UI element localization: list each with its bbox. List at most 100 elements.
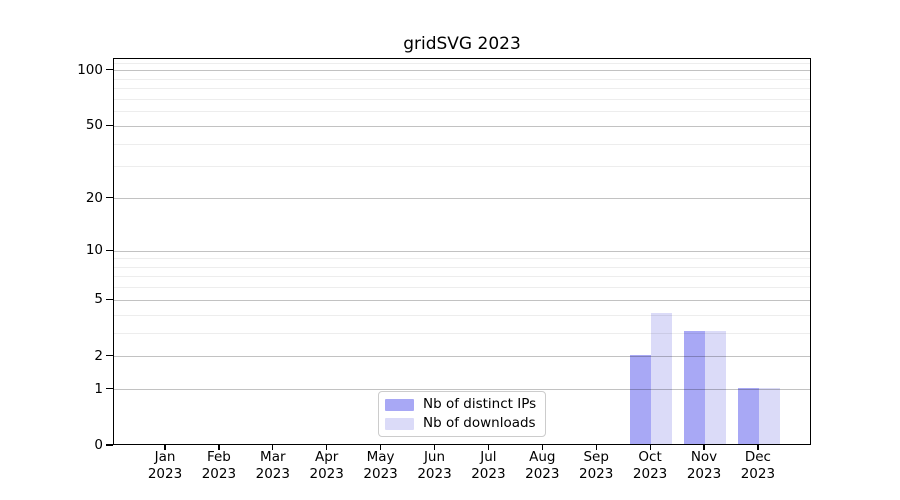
x-tick-label-year: 2023 [579, 466, 614, 482]
x-axis-tick-label-dec: Dec 2023 [730, 449, 786, 483]
x-tick-label-year: 2023 [309, 466, 344, 482]
y-axis-tick-label-1: 1 [94, 380, 103, 397]
x-axis-tick-label-feb: Feb 2023 [191, 449, 247, 483]
legend: Nb of distinct IPs Nb of downloads [378, 391, 546, 437]
legend-swatch-distinct-ips [385, 398, 414, 411]
gridline-minor-3 [114, 332, 810, 334]
x-tick-label-month: Jan [154, 449, 176, 465]
gridline-minor-70 [114, 98, 810, 100]
x-tick-label-month: Sep [583, 449, 609, 465]
x-tick-mark-feb [218, 444, 220, 450]
bar-distinct-ips-nov [684, 331, 705, 444]
x-tick-mark-mar [272, 444, 274, 450]
x-axis-tick-label-jun: Jun 2023 [407, 449, 463, 483]
x-tick-label-month: Oct [638, 449, 662, 465]
legend-label-downloads: Nb of downloads [423, 415, 536, 431]
x-axis-tick-label-sep: Sep 2023 [568, 449, 624, 483]
y-axis-tick-label-0: 0 [94, 437, 103, 453]
x-tick-label-year: 2023 [525, 466, 560, 482]
bar-downloads-dec [758, 387, 780, 444]
y-axis-tick-label-20: 20 [85, 189, 103, 206]
plot-area: Nb of distinct IPs Nb of downloads [113, 58, 811, 445]
gridline-major-2 [114, 356, 810, 358]
x-tick-label-year: 2023 [632, 466, 668, 482]
gridline-minor-9 [114, 258, 810, 260]
x-tick-mark-may [380, 444, 382, 450]
y-tick-mark-50 [106, 124, 113, 126]
y-tick-mark-100 [106, 69, 113, 71]
y-tick-mark-2 [106, 355, 113, 357]
bar-downloads-oct [651, 313, 673, 444]
x-tick-label-year: 2023 [255, 466, 290, 482]
x-axis-tick-label-may: May 2023 [353, 449, 409, 483]
x-tick-label-year: 2023 [201, 466, 237, 482]
gridline-major-100 [114, 70, 810, 72]
gridline-minor-60 [114, 111, 810, 113]
gridline-minor-110 [114, 62, 810, 64]
x-axis-tick-label-apr: Apr 2023 [299, 449, 355, 483]
x-tick-label-year: 2023 [363, 466, 398, 482]
gridline-minor-4 [114, 314, 810, 316]
x-tick-mark-apr [326, 444, 328, 450]
x-tick-mark-sep [595, 444, 597, 450]
bar-downloads-nov [705, 331, 726, 444]
x-tick-label-year: 2023 [686, 466, 722, 482]
gridline-minor-8 [114, 266, 810, 268]
gridline-major-50 [114, 125, 810, 127]
x-tick-label-month: Jun [423, 449, 446, 465]
gridline-major-20 [114, 198, 810, 199]
gridline-minor-80 [114, 88, 810, 90]
x-tick-label-month: May [366, 449, 395, 465]
x-tick-label-month: Mar [260, 449, 286, 465]
x-axis-tick-label-oct: Oct 2023 [622, 449, 678, 483]
gridline-major-5 [114, 299, 810, 301]
x-tick-label-year: 2023 [417, 466, 452, 482]
y-axis-tick-label-50: 50 [85, 117, 103, 134]
x-tick-label-month: Feb [206, 449, 231, 465]
chart-title: gridSVG 2023 [403, 34, 521, 54]
gridline-minor-40 [114, 143, 810, 145]
y-tick-mark-20 [106, 196, 113, 199]
y-axis-tick-label-5: 5 [94, 291, 103, 308]
x-tick-label-month: Apr [315, 449, 339, 465]
y-tick-mark-1 [106, 388, 113, 390]
y-tick-mark-5 [106, 298, 113, 300]
x-tick-mark-oct [649, 444, 651, 450]
gridline-minor-6 [114, 287, 810, 289]
x-tick-label-month: Nov [690, 449, 718, 465]
legend-swatch-downloads [385, 417, 414, 430]
x-tick-label-year: 2023 [740, 466, 776, 482]
x-tick-mark-aug [541, 444, 543, 450]
x-axis-tick-label-nov: Nov 2023 [676, 449, 732, 483]
grid-layer [114, 59, 810, 444]
y-axis-tick-label-100: 100 [77, 61, 103, 78]
x-tick-mark-jan [164, 444, 166, 450]
gridline-minor-90 [114, 78, 810, 80]
y-tick-mark-0 [106, 444, 113, 446]
legend-item-downloads: Nb of downloads [385, 416, 538, 431]
x-tick-label-year: 2023 [471, 466, 506, 482]
x-tick-mark-dec [757, 444, 759, 450]
x-tick-label-month: Aug [529, 449, 556, 465]
x-tick-mark-nov [703, 444, 705, 450]
bar-distinct-ips-dec [737, 387, 759, 444]
x-axis-tick-label-jan: Jan 2023 [137, 449, 193, 483]
y-axis-tick-label-10: 10 [85, 242, 103, 259]
x-axis-tick-label-aug: Aug 2023 [514, 449, 570, 483]
x-axis-tick-label-jul: Jul 2023 [460, 449, 516, 483]
gridline-minor-7 [114, 276, 810, 278]
gridline-major-1 [114, 389, 810, 391]
gridline-minor-30 [114, 166, 810, 168]
legend-label-distinct-ips: Nb of distinct IPs [423, 396, 537, 412]
x-axis-tick-label-mar: Mar 2023 [245, 449, 301, 483]
x-tick-label-month: Dec [744, 449, 771, 465]
x-tick-mark-jul [487, 444, 490, 450]
x-tick-mark-jun [433, 444, 436, 450]
y-axis-tick-label-2: 2 [94, 347, 103, 364]
gridline-major-10 [114, 250, 810, 252]
y-tick-mark-10 [106, 249, 113, 251]
legend-item-distinct-ips: Nb of distinct IPs [385, 397, 538, 412]
bar-distinct-ips-oct [630, 354, 652, 444]
